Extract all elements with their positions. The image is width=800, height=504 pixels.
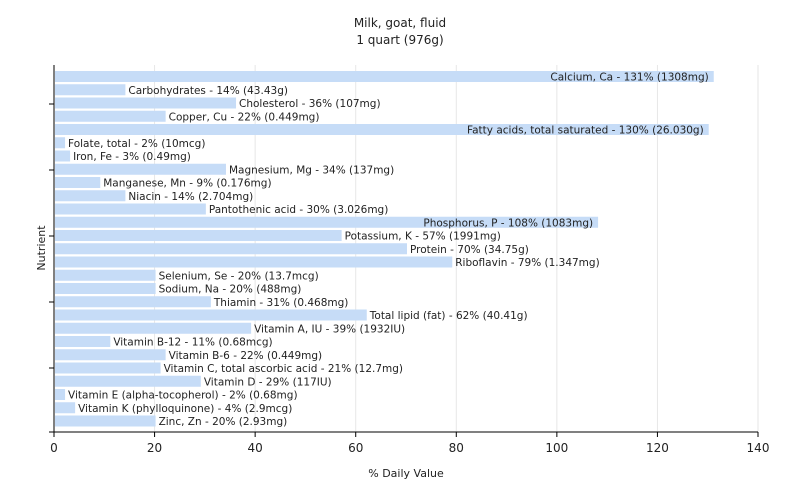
x-tick-label: 140 — [747, 441, 770, 455]
bar-label: Total lipid (fat) - 62% (40.41g) — [369, 310, 528, 322]
bar-label: Fatty acids, total saturated - 130% (26.… — [467, 125, 704, 137]
x-tick-label: 80 — [449, 441, 464, 455]
bar-label: Vitamin A, IU - 39% (1932IU) — [254, 323, 405, 335]
x-tick-label: 100 — [545, 441, 568, 455]
bar-label: Zinc, Zn - 20% (2.93mg) — [159, 416, 288, 428]
bar-label: Selenium, Se - 20% (13.7mcg) — [159, 270, 319, 282]
bars — [55, 71, 714, 427]
bar-label: Niacin - 14% (2.704mg) — [128, 191, 253, 203]
bar-label: Potassium, K - 57% (1991mg) — [345, 231, 501, 243]
bar — [55, 177, 101, 188]
bar-label: Pantothenic acid - 30% (3.026mg) — [209, 204, 388, 216]
bar — [55, 283, 156, 294]
bar — [55, 389, 66, 400]
bar — [55, 230, 342, 241]
bar — [55, 296, 211, 308]
bar — [55, 269, 156, 281]
x-axis-label: % Daily Value — [368, 467, 444, 480]
bar-label: Copper, Cu - 22% (0.449mg) — [169, 111, 320, 123]
bar — [55, 375, 201, 387]
bar-label: Cholesterol - 36% (107mg) — [239, 98, 381, 110]
bar — [55, 362, 161, 374]
bar — [55, 243, 407, 255]
bar — [55, 336, 111, 347]
bar — [55, 124, 709, 135]
bar — [55, 203, 206, 215]
bar — [55, 216, 599, 228]
bar — [55, 71, 714, 82]
bar-label: Protein - 70% (34.75g) — [410, 244, 529, 256]
bar-label: Magnesium, Mg - 34% (137mg) — [229, 164, 394, 176]
bar-label: Vitamin K (phylloquinone) - 4% (2.9mcg) — [78, 403, 292, 415]
bar — [55, 84, 126, 96]
chart-subtitle: 1 quart (976g) — [356, 33, 443, 47]
bar — [55, 150, 71, 162]
bar-label: Iron, Fe - 3% (0.49mg) — [73, 151, 191, 163]
x-tick-label: 0 — [50, 441, 58, 455]
bar — [55, 402, 76, 414]
x-tick-label: 40 — [248, 441, 263, 455]
bar — [55, 97, 237, 109]
bar-label: Sodium, Na - 20% (488mg) — [159, 284, 302, 296]
bar-label: Thiamin - 31% (0.468mg) — [213, 297, 349, 309]
bar-label: Riboflavin - 79% (1.347mg) — [455, 257, 599, 269]
bar-label: Vitamin C, total ascorbic acid - 21% (12… — [164, 363, 403, 375]
bar-label: Vitamin D - 29% (117IU) — [204, 376, 332, 388]
bar-label: Vitamin B-6 - 22% (0.449mg) — [169, 350, 323, 362]
bar-label: Vitamin B-12 - 11% (0.68mcg) — [113, 337, 272, 349]
bar — [55, 349, 166, 361]
bar-labels: Calcium, Ca - 131% (1308mg) Carbohydrates… — [68, 72, 709, 429]
bar-label: Carbohydrates - 14% (43.43g) — [128, 85, 288, 97]
x-tick-label: 60 — [348, 441, 363, 455]
bar — [55, 137, 66, 149]
bar-label: Manganese, Mn - 9% (0.176mg) — [103, 178, 271, 190]
bar-label: Calcium, Ca - 131% (1308mg) — [550, 72, 708, 84]
bar-label: Vitamin E (alpha-tocopherol) - 2% (0.68m… — [68, 390, 297, 402]
axes: 0 20 40 60 80 100 120 140 — [49, 65, 769, 455]
bar-label: Phosphorus, P - 108% (1083mg) — [423, 217, 593, 229]
chart-title: Milk, goat, fluid — [354, 16, 446, 30]
bar — [55, 322, 252, 334]
bar — [55, 256, 453, 268]
bar — [55, 163, 226, 175]
y-axis-label: Nutrient — [35, 225, 48, 271]
bar — [55, 110, 166, 122]
bar — [55, 190, 126, 202]
bar — [55, 309, 367, 321]
bar — [55, 415, 156, 427]
x-tick-label: 20 — [147, 441, 162, 455]
x-tick-label: 120 — [646, 441, 669, 455]
bar-label: Folate, total - 2% (10mcg) — [68, 138, 205, 150]
